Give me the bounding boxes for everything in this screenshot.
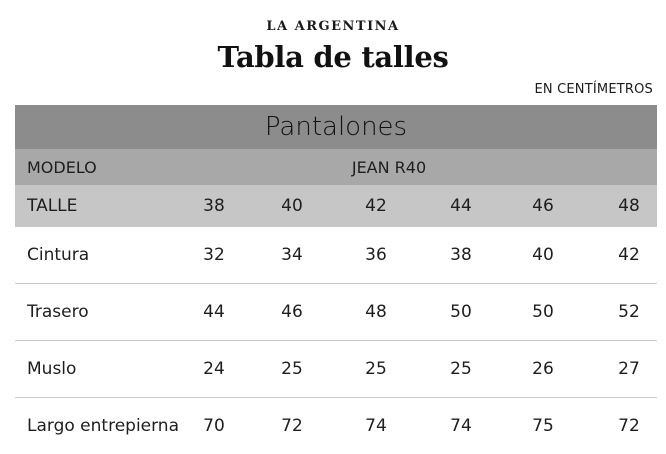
table-cell-0: 70 [203, 416, 225, 436]
table-cell-4: 26 [532, 359, 554, 379]
size-label: TALLE [27, 196, 78, 216]
table-row: Cintura 32 34 36 38 40 42 [15, 227, 657, 284]
table-cell-2: 36 [365, 245, 387, 265]
table-cell-5: 42 [618, 245, 640, 265]
table-cell-1: 34 [281, 245, 303, 265]
size-cell-0: 38 [203, 196, 225, 216]
row-cells: 70 72 74 74 75 72 [181, 398, 657, 454]
brand-logo: LA ARGENTINA [266, 19, 400, 34]
row-label: Trasero [27, 302, 89, 322]
table-cell-4: 75 [532, 416, 554, 436]
size-row: TALLE 38 40 42 44 46 48 [15, 185, 657, 227]
table-cell-0: 44 [203, 302, 225, 322]
table-cell-5: 52 [618, 302, 640, 322]
table-cell-2: 48 [365, 302, 387, 322]
table-cell-2: 25 [365, 359, 387, 379]
table-cell-2: 74 [365, 416, 387, 436]
table-cell-1: 72 [281, 416, 303, 436]
size-table: Pantalones MODELO JEAN R40 TALLE 38 40 42 4… [15, 105, 657, 454]
unit-note: EN CENTÍMETROS [534, 82, 653, 97]
size-cells: 38 40 42 44 46 48 [181, 185, 657, 227]
row-label: Largo entrepierna [27, 416, 180, 436]
size-cell-5: 48 [618, 196, 640, 216]
row-label: Muslo [27, 359, 77, 379]
table-cell-4: 40 [532, 245, 554, 265]
size-cell-4: 46 [532, 196, 554, 216]
page-title: Tabla de talles [217, 40, 449, 74]
table-row: Muslo 24 25 25 25 26 27 [15, 341, 657, 398]
table-cell-0: 32 [203, 245, 225, 265]
row-cells: 44 46 48 50 50 52 [181, 284, 657, 340]
measurement-rows: Cintura 32 34 36 38 40 42 Trasero 44 46 48 50 50 52 Mu… [15, 227, 657, 454]
size-cell-1: 40 [281, 196, 303, 216]
table-cell-3: 25 [450, 359, 472, 379]
size-cell-3: 44 [450, 196, 472, 216]
table-cell-3: 74 [450, 416, 472, 436]
model-row: MODELO JEAN R40 [15, 149, 657, 185]
row-cells: 32 34 36 38 40 42 [181, 227, 657, 283]
section-header: Pantalones [15, 105, 657, 149]
table-cell-3: 38 [450, 245, 472, 265]
table-cell-1: 46 [281, 302, 303, 322]
table-row: Trasero 44 46 48 50 50 52 [15, 284, 657, 341]
table-cell-4: 50 [532, 302, 554, 322]
size-cell-2: 42 [365, 196, 387, 216]
row-cells: 24 25 25 25 26 27 [181, 341, 657, 397]
table-cell-5: 27 [618, 359, 640, 379]
row-label: Cintura [27, 245, 90, 265]
table-row: Largo entrepierna 70 72 74 74 75 72 [15, 398, 657, 454]
table-cell-3: 50 [450, 302, 472, 322]
model-label: MODELO [27, 157, 97, 177]
model-value: JEAN R40 [351, 157, 427, 177]
table-cell-0: 24 [203, 359, 225, 379]
table-cell-1: 25 [281, 359, 303, 379]
table-cell-5: 72 [618, 416, 640, 436]
